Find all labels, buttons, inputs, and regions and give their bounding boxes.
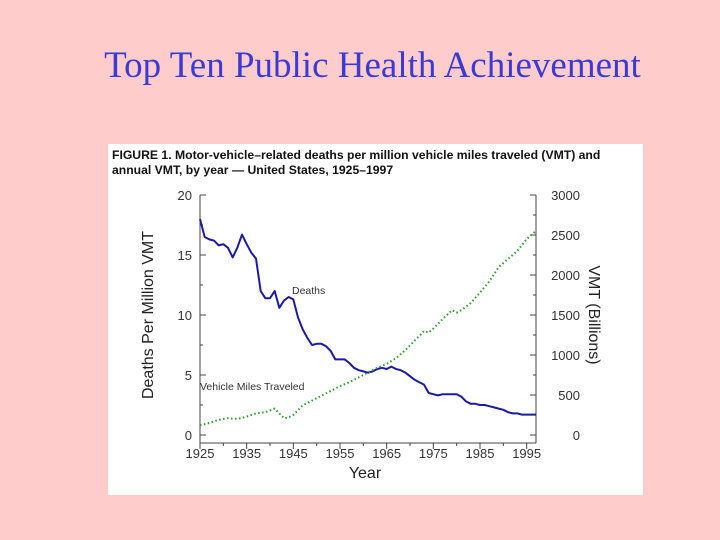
y-right-tick-label: 3000 bbox=[551, 188, 580, 203]
y-right-tick-label: 0 bbox=[573, 428, 580, 443]
series-label-vmt: Vehicle Miles Traveled bbox=[200, 381, 305, 393]
x-tick-label: 1925 bbox=[186, 446, 215, 461]
series-layer bbox=[199, 218, 537, 427]
figure-caption-line-2: annual VMT, by year — United States, 192… bbox=[112, 163, 394, 177]
x-tick-label: 1935 bbox=[232, 446, 261, 461]
y-right-tick-label: 2500 bbox=[551, 228, 580, 243]
axes: 0 5 10 15 20 0 500 1000 1500 2000 2500 3000 1925 1935… bbox=[178, 188, 580, 461]
series-label-deaths: Deaths bbox=[292, 285, 325, 297]
y-left-tick-label: 5 bbox=[185, 368, 192, 383]
y-left-tick-label: 0 bbox=[185, 428, 192, 443]
x-tick-label: 1995 bbox=[512, 446, 541, 461]
figure-panel: FIGURE 1. Motor-vehicle–related deaths p… bbox=[108, 144, 643, 495]
x-tick-label: 1965 bbox=[372, 446, 401, 461]
series-line-vmt bbox=[199, 230, 537, 427]
y-left-tick-label: 10 bbox=[178, 308, 192, 323]
y-left-tick-label: 20 bbox=[178, 188, 192, 203]
x-tick-label: 1955 bbox=[326, 446, 355, 461]
y-right-tick-label: 500 bbox=[558, 388, 580, 403]
x-tick-label: 1975 bbox=[419, 446, 448, 461]
y-right-tick-label: 2000 bbox=[551, 268, 580, 283]
x-tick-label: 1945 bbox=[279, 446, 308, 461]
slide-title: Top Ten Public Health Achievement bbox=[104, 45, 641, 86]
chart: 0 5 10 15 20 0 500 1000 1500 2000 2500 3000 1925 1935… bbox=[140, 188, 602, 482]
y-right-tick-label: 1500 bbox=[551, 308, 580, 323]
x-tick-label: 1985 bbox=[466, 446, 495, 461]
series-line-deaths bbox=[199, 218, 536, 416]
figure-caption-line-1: FIGURE 1. Motor-vehicle–related deaths p… bbox=[112, 148, 601, 162]
y-right-tick-label: 1000 bbox=[551, 348, 580, 363]
y-left-tick-label: 15 bbox=[178, 248, 192, 263]
figure-caption: FIGURE 1. Motor-vehicle–related deaths p… bbox=[112, 148, 637, 178]
y-axis-right-title: VMT (Billions) bbox=[585, 265, 602, 364]
y-axis-left-title: Deaths Per Million VMT bbox=[140, 231, 157, 399]
x-axis-title: Year bbox=[349, 465, 382, 482]
